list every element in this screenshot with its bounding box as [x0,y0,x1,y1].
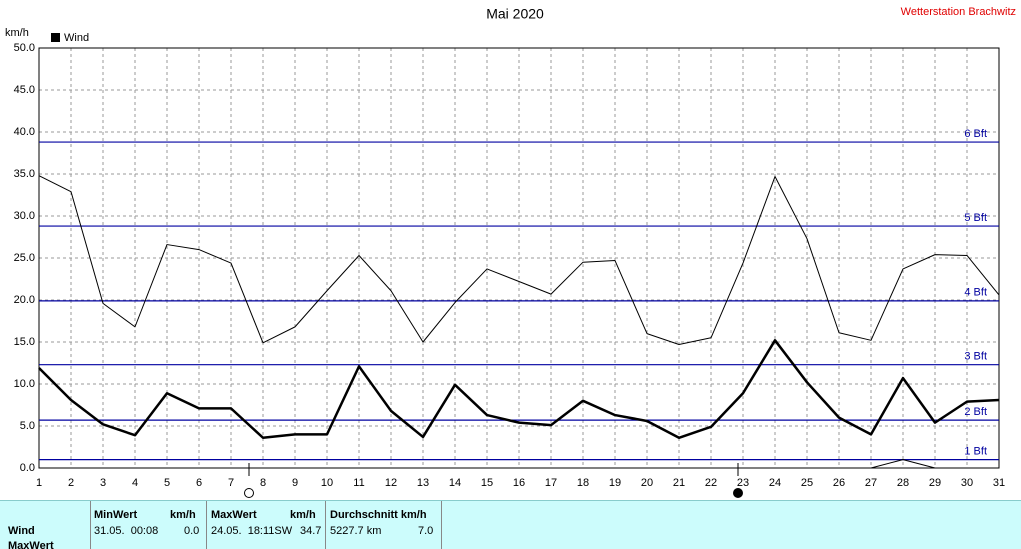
x-tick-label: 5 [164,477,170,489]
row-label: Wind [8,525,35,537]
x-tick-label: 7 [228,477,234,489]
series-line [38,175,1000,346]
summary-table: MinWert km/h MaxWert km/h Durchschnitt k… [0,500,1021,549]
header: km/h [290,509,316,521]
plot-frame [38,47,1000,469]
x-tick-label: 6 [196,477,202,489]
cell: 5227.7 km [330,525,382,537]
bft-label: 5 Bft [964,212,987,224]
x-tick-label: 26 [833,477,845,489]
x-tick-label: 11 [353,477,364,489]
x-tick-label: 12 [385,477,397,489]
x-tick-label: 21 [673,477,685,489]
chart-title: Mai 2020 [486,6,544,22]
x-tick-label: 16 [513,477,525,489]
x-tick-label: 8 [260,477,266,489]
x-tick-label: 17 [545,477,557,489]
header: MinWert [94,509,138,521]
x-tick-label: 24 [769,477,781,489]
y-tick-label: 0.0 [20,462,35,474]
x-tick-label: 22 [705,477,717,489]
station-name: Wetterstation Brachwitz [901,6,1016,18]
header: MaxWert [211,509,257,521]
cell: 0.0 [184,525,200,537]
x-tick-label: 14 [449,477,461,489]
y-tick-label: 10.0 [14,378,35,390]
x-tick-label: 29 [929,477,941,489]
bft-label: 2 Bft [964,406,987,418]
bft-label: 6 Bft [964,128,987,140]
y-tick-label: 40.0 [14,126,35,138]
x-tick-label: 19 [609,477,621,489]
y-tick-label: 30.0 [14,210,35,222]
series-line [870,459,936,469]
x-tick-label: 30 [961,477,973,489]
x-tick-label: 31 [993,477,1005,489]
x-tick-label: 23 [737,477,749,489]
y-tick-label: 50.0 [14,42,35,54]
x-tick-label: 20 [641,477,653,489]
x-tick-label: 25 [801,477,813,489]
legend-label: Wind [64,32,89,44]
chart: Mai 2020 Wetterstation Brachwitz km/h Wi… [0,0,1021,500]
y-tick-label: 20.0 [14,294,35,306]
y-tick-label: 45.0 [14,84,35,96]
legend-swatch [51,33,60,42]
bft-label: 1 Bft [964,446,987,458]
x-tick-label: 4 [132,477,138,489]
x-tick-label: 3 [100,477,106,489]
y-unit: km/h [5,27,29,39]
y-tick-label: 25.0 [14,252,35,264]
x-tick-label: 2 [68,477,74,489]
full-moon [244,488,254,498]
header: Durchschnitt km/h [330,509,427,521]
divider [441,501,442,549]
divider [206,501,207,549]
chart-bg [0,0,1021,500]
x-tick-label: 18 [577,477,589,489]
row-label: MaxWert [8,540,54,549]
y-tick-label: 5.0 [20,420,35,432]
cell: 34.7 [300,525,322,537]
divider [325,501,326,549]
x-tick-label: 1 [36,477,42,489]
x-tick-label: 10 [321,477,333,489]
x-tick-label: 28 [897,477,909,489]
x-tick-label: 27 [865,477,877,489]
x-tick-label: 13 [417,477,429,489]
bft-label: 4 Bft [964,287,987,299]
series-line [38,339,1000,440]
divider [90,501,91,549]
x-tick-label: 15 [481,477,493,489]
bft-label: 3 Bft [964,351,987,363]
cell: 31.05. 00:08 [94,525,159,537]
cell: 24.05. 18:11SW [211,525,293,537]
y-tick-label: 35.0 [14,168,35,180]
cell: 7.0 [418,525,434,537]
new-moon [733,488,743,498]
y-tick-label: 15.0 [14,336,35,348]
header: km/h [170,509,196,521]
x-tick-label: 9 [292,477,298,489]
